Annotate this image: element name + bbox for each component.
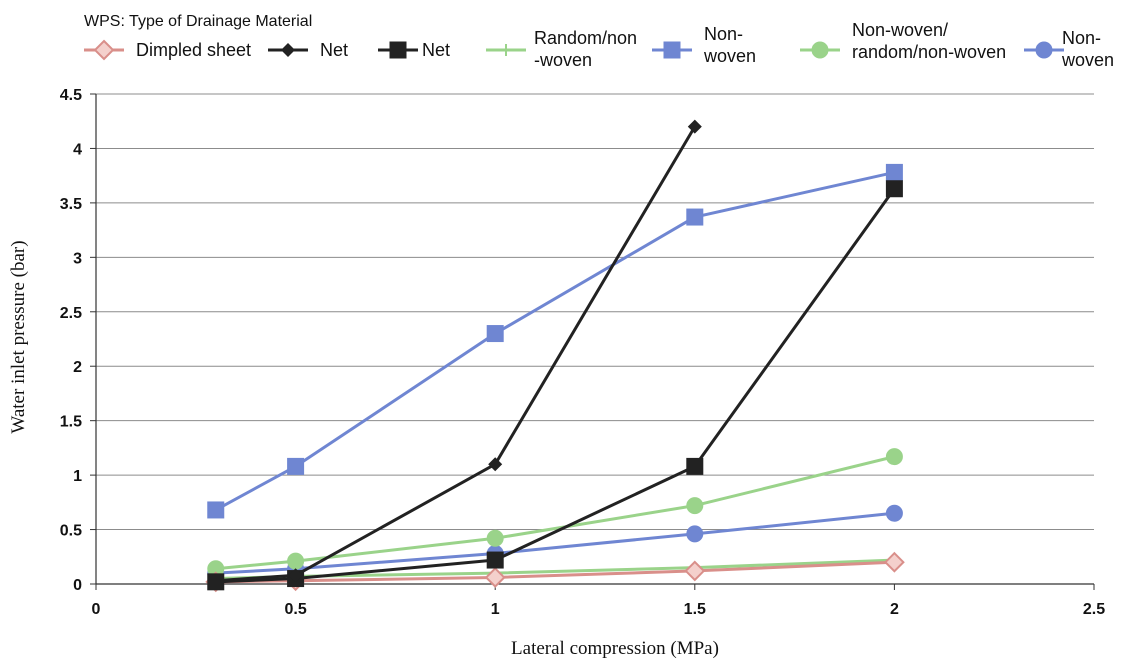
- legend-label-line: random/non-woven: [852, 42, 1006, 62]
- legend-item: Net: [378, 40, 450, 60]
- y-tick-label: 1.5: [60, 414, 82, 431]
- data-point: [486, 325, 504, 343]
- legend-item: Non-woven: [1024, 28, 1114, 70]
- legend-item: Non-woven: [652, 24, 756, 66]
- y-tick-label: 4: [73, 141, 82, 158]
- series-line: [215, 170, 895, 512]
- legend: Dimpled sheet Net Net Random/non-woven Non-w…: [84, 20, 1114, 70]
- data-point: [288, 568, 303, 583]
- legend-item: Net: [268, 40, 348, 60]
- axes: [90, 93, 1095, 590]
- legend-label-line: Non-: [1062, 28, 1101, 48]
- x-tick-label: 1: [491, 601, 500, 618]
- y-tick-label: 1: [73, 468, 82, 485]
- y-tick-label: 2: [73, 359, 82, 376]
- legend-label: Dimpled sheet: [136, 40, 251, 60]
- data-point: [885, 504, 903, 522]
- y-tick-label: 3.5: [60, 196, 82, 213]
- series-6: [207, 504, 903, 582]
- data-point: [686, 497, 704, 515]
- data-point: [686, 525, 704, 543]
- y-tick-labels: 0 0.5 1 1.5 2 2.5 3 3.5 4 4.5: [60, 87, 82, 594]
- legend-label: Net: [320, 40, 348, 60]
- legend-item: Non-woven/random/non-woven: [800, 20, 1006, 62]
- data-point: [287, 457, 305, 475]
- data-point: [488, 457, 503, 472]
- series-line: [215, 455, 895, 571]
- legend-marker: [663, 41, 681, 59]
- x-tick-label: 1.5: [684, 601, 706, 618]
- series-1: [208, 119, 702, 588]
- x-tick-label: 2: [890, 601, 899, 618]
- y-axis-label: Water inlet pressure (bar): [8, 240, 29, 433]
- legend-label-line: Random/non: [534, 28, 637, 48]
- x-tick-label: 0.5: [284, 601, 306, 618]
- legend-label-line: woven: [703, 46, 756, 66]
- series-4: [207, 163, 903, 519]
- series-line: [215, 125, 697, 583]
- data-point: [287, 552, 305, 570]
- data-point: [686, 208, 704, 226]
- legend-label: Net: [422, 40, 450, 60]
- legend-label-line: woven: [1061, 50, 1114, 70]
- legend-marker: [1035, 41, 1053, 59]
- data-point: [885, 180, 903, 198]
- data-point: [885, 163, 903, 181]
- legend-item: Random/non-woven: [486, 28, 637, 70]
- data-point: [684, 560, 706, 582]
- data-point: [208, 573, 223, 588]
- legend-label-line: Non-woven/: [852, 20, 948, 40]
- y-tick-label: 4.5: [60, 87, 82, 104]
- data-point: [883, 551, 905, 573]
- legend-item: Dimpled sheet: [84, 39, 251, 61]
- legend-label-line: -woven: [534, 50, 592, 70]
- legend-marker: [389, 41, 407, 59]
- legend-marker: [500, 44, 512, 56]
- data-point: [686, 457, 704, 475]
- x-tick-label: 0: [92, 601, 101, 618]
- x-tick-labels: 0 0.5 1 1.5 2 2.5: [92, 601, 1106, 618]
- y-tick-label: 0: [73, 577, 82, 594]
- y-tick-label: 2.5: [60, 305, 82, 322]
- data-point: [484, 567, 506, 588]
- series-lines: [205, 119, 905, 593]
- data-point: [486, 529, 504, 547]
- legend-marker: [93, 39, 115, 61]
- y-tick-label: 3: [73, 250, 82, 267]
- data-point: [687, 119, 702, 134]
- legend-marker: [281, 43, 295, 57]
- gridlines: [96, 93, 1094, 531]
- data-point: [885, 448, 903, 466]
- legend-marker: [811, 41, 829, 59]
- x-tick-label: 2.5: [1083, 601, 1105, 618]
- data-point: [207, 501, 225, 519]
- series-5: [207, 448, 903, 578]
- x-axis-label: Lateral compression (MPa): [511, 638, 719, 659]
- y-tick-label: 0.5: [60, 523, 82, 540]
- data-point: [486, 551, 504, 569]
- legend-label-line: Non-: [704, 24, 743, 44]
- legend-title: WPS: Type of Drainage Material: [84, 13, 312, 30]
